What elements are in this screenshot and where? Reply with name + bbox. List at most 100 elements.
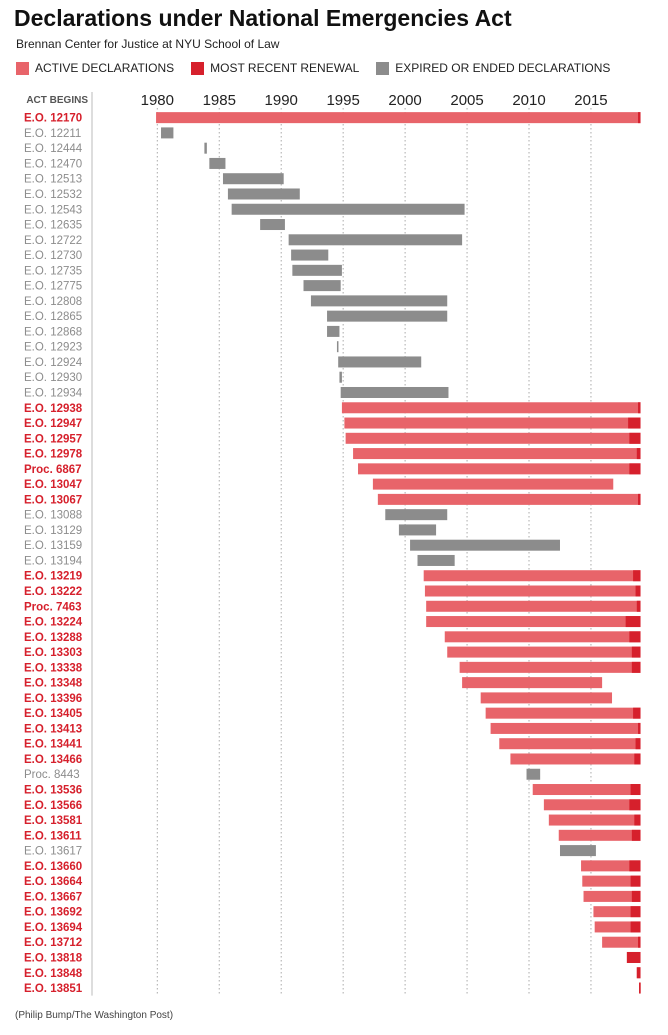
tick-label-1980: 1980 bbox=[141, 92, 174, 109]
bar-active bbox=[490, 722, 641, 734]
row-label: E.O. 13067 bbox=[24, 494, 82, 506]
bar-renewal bbox=[639, 982, 641, 994]
row-label: E.O. 12543 bbox=[24, 204, 82, 216]
bar-active bbox=[593, 906, 641, 918]
bar-expired bbox=[288, 234, 463, 246]
bar-active bbox=[602, 936, 641, 948]
row-label: E.O. 12868 bbox=[24, 326, 82, 338]
row-e-o-13405: E.O. 13405 bbox=[24, 707, 641, 720]
row-label: E.O. 12924 bbox=[24, 357, 83, 369]
bar-renewal bbox=[634, 814, 641, 826]
row-label: E.O. 12735 bbox=[24, 265, 82, 277]
bar-expired bbox=[410, 539, 560, 551]
chart-rows: E.O. 12170 E.O. 12211 E.O. 12444 E.O. 12470… bbox=[24, 112, 641, 995]
bar-renewal bbox=[630, 875, 641, 887]
bar-expired bbox=[204, 142, 207, 154]
bar-active bbox=[532, 784, 641, 796]
row-label: E.O. 13611 bbox=[24, 830, 82, 842]
row-e-o-13413: E.O. 13413 bbox=[24, 722, 641, 735]
row-label: E.O. 13581 bbox=[24, 815, 83, 827]
row-label: E.O. 12513 bbox=[24, 174, 82, 186]
row-label: E.O. 13466 bbox=[24, 754, 82, 766]
bar-expired bbox=[222, 173, 284, 185]
bar-renewal bbox=[631, 646, 641, 658]
row-e-o-13851: E.O. 13851 bbox=[24, 982, 641, 995]
bar-renewal bbox=[630, 784, 641, 796]
row-label: E.O. 13224 bbox=[24, 617, 83, 629]
row-proc-8443: Proc. 8443 bbox=[24, 768, 541, 781]
bar-renewal bbox=[638, 402, 641, 414]
row-label: E.O. 13692 bbox=[24, 907, 82, 919]
row-e-o-13396: E.O. 13396 bbox=[24, 692, 613, 705]
legend-swatch-active bbox=[16, 61, 29, 75]
bar-active bbox=[377, 493, 641, 505]
tick-label-2005: 2005 bbox=[450, 92, 483, 109]
bar-renewal bbox=[635, 738, 641, 750]
row-e-o-12635: E.O. 12635 bbox=[24, 219, 285, 232]
row-label: E.O. 13288 bbox=[24, 632, 83, 644]
legend-label-expired: EXPIRED OR ENDED DECLARATIONS bbox=[395, 61, 611, 75]
row-e-o-13818: E.O. 13818 bbox=[24, 951, 641, 964]
row-e-o-12722: E.O. 12722 bbox=[24, 234, 463, 247]
bar-active bbox=[548, 814, 641, 826]
row-label: Proc. 8443 bbox=[24, 769, 80, 781]
bar-active bbox=[499, 738, 641, 750]
row-label: E.O. 13617 bbox=[24, 846, 82, 858]
row-e-o-13303: E.O. 13303 bbox=[24, 646, 641, 659]
row-e-o-12470: E.O. 12470 bbox=[24, 157, 226, 170]
row-label: E.O. 13851 bbox=[24, 983, 83, 995]
row-e-o-12930: E.O. 12930 bbox=[24, 371, 342, 384]
bar-renewal bbox=[629, 432, 641, 444]
declarations-chart: ACT BEGINS 1980 1985 1990 1995 2000 2005 2010 20… bbox=[24, 92, 641, 996]
bar-active bbox=[583, 890, 641, 902]
bar-expired bbox=[292, 264, 342, 276]
legend: ACTIVE DECLARATIONS MOST RECENT RENEWAL … bbox=[16, 60, 627, 76]
tick-label-1990: 1990 bbox=[265, 92, 298, 109]
row-label: E.O. 12635 bbox=[24, 220, 82, 232]
bar-expired bbox=[227, 188, 300, 200]
bar-active bbox=[462, 677, 603, 689]
bar-renewal bbox=[630, 906, 641, 918]
row-label: E.O. 13660 bbox=[24, 861, 82, 873]
row-e-o-13566: E.O. 13566 bbox=[24, 799, 641, 812]
bar-renewal bbox=[636, 967, 641, 979]
row-label: E.O. 12170 bbox=[24, 113, 82, 125]
row-label: E.O. 13818 bbox=[24, 952, 83, 964]
row-e-o-13159: E.O. 13159 bbox=[24, 539, 560, 552]
bar-active bbox=[426, 616, 641, 628]
row-e-o-13288: E.O. 13288 bbox=[24, 631, 641, 644]
row-e-o-12775: E.O. 12775 bbox=[24, 280, 341, 293]
row-label: E.O. 13159 bbox=[24, 540, 82, 552]
bar-active bbox=[372, 478, 614, 490]
row-e-o-12211: E.O. 12211 bbox=[24, 127, 174, 140]
row-label: E.O. 12930 bbox=[24, 372, 82, 384]
row-label: E.O. 12934 bbox=[24, 387, 83, 399]
row-label: E.O. 13348 bbox=[24, 678, 83, 690]
chart-subtitle: Brennan Center for Justice at NYU School… bbox=[16, 37, 280, 51]
bar-expired bbox=[209, 157, 226, 169]
row-label: E.O. 13222 bbox=[24, 586, 82, 598]
bar-renewal bbox=[625, 616, 641, 628]
row-e-o-12735: E.O. 12735 bbox=[24, 264, 342, 277]
row-e-o-13712: E.O. 13712 bbox=[24, 936, 641, 949]
bar-renewal bbox=[628, 417, 641, 429]
row-e-o-12947: E.O. 12947 bbox=[24, 417, 641, 430]
row-label: E.O. 12947 bbox=[24, 418, 82, 430]
row-e-o-13581: E.O. 13581 bbox=[24, 814, 641, 827]
row-proc-7463: Proc. 7463 bbox=[24, 600, 641, 613]
bar-expired bbox=[398, 524, 437, 536]
row-e-o-13348: E.O. 13348 bbox=[24, 677, 603, 690]
row-label: E.O. 12923 bbox=[24, 342, 82, 354]
bar-renewal bbox=[631, 829, 641, 841]
bar-active bbox=[543, 799, 641, 811]
row-label: E.O. 12532 bbox=[24, 189, 82, 201]
bar-renewal bbox=[638, 493, 641, 505]
bar-renewal bbox=[631, 661, 641, 673]
row-label: E.O. 13194 bbox=[24, 555, 83, 567]
row-label: E.O. 13088 bbox=[24, 510, 82, 522]
row-label: E.O. 13405 bbox=[24, 708, 83, 720]
row-label: E.O. 13566 bbox=[24, 800, 82, 812]
tick-label-2000: 2000 bbox=[388, 92, 421, 109]
bar-active bbox=[426, 600, 641, 612]
bar-renewal bbox=[633, 707, 641, 719]
